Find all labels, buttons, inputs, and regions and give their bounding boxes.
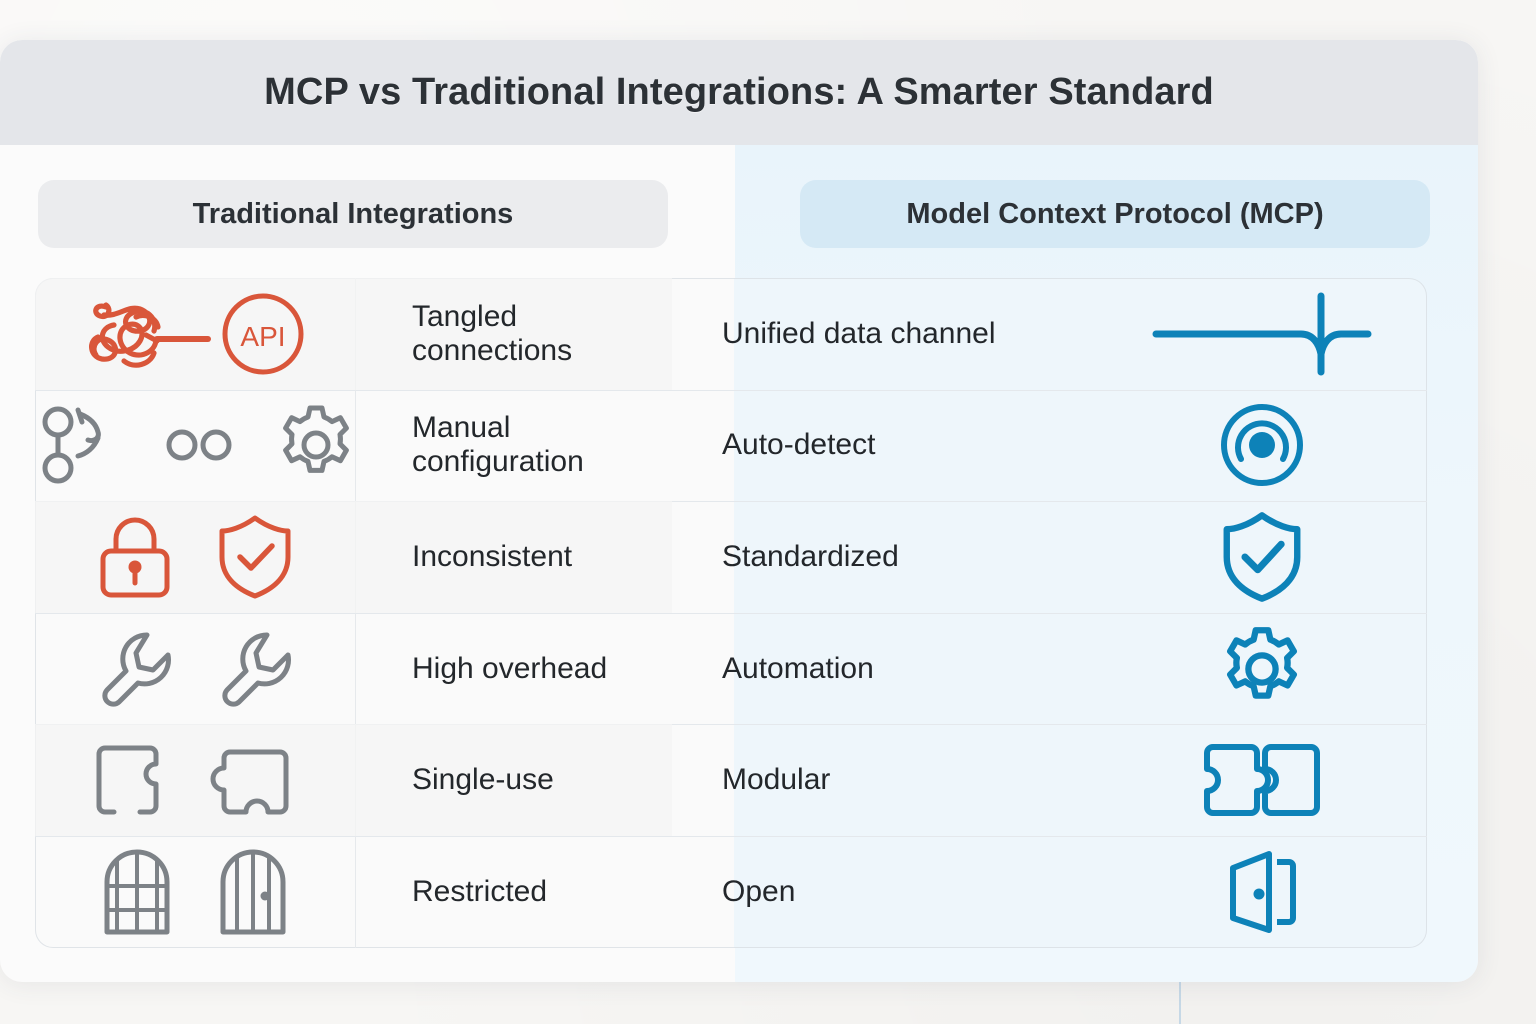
comparison-table: API Tangled connections Unified data cha… bbox=[35, 278, 1427, 948]
mcp-label: Modular bbox=[722, 763, 831, 797]
column-header-traditional-label: Traditional Integrations bbox=[192, 197, 514, 230]
mcp-label-cell: Open bbox=[672, 836, 1132, 948]
table-row: High overhead Automation bbox=[35, 613, 1427, 725]
mcp-label-cell: Automation bbox=[672, 613, 1132, 725]
mcp-label-cell: Auto-detect bbox=[672, 390, 1132, 502]
shield-check-icon bbox=[1223, 512, 1301, 602]
traditional-label-cell: Restricted bbox=[355, 836, 672, 948]
mcp-label: Unified data channel bbox=[722, 316, 996, 350]
wrench-bolt-icon bbox=[42, 406, 101, 484]
table-row: Restricted Open bbox=[35, 836, 1427, 948]
mcp-icon-cell bbox=[1132, 390, 1427, 502]
traditional-icon-cell bbox=[35, 390, 355, 502]
wrench-icon bbox=[102, 632, 171, 707]
traditional-label-cell: Manual configuration bbox=[355, 390, 672, 502]
mcp-icon-cell bbox=[1132, 501, 1427, 613]
gear-icon bbox=[283, 405, 349, 474]
traditional-icon-cell bbox=[35, 724, 355, 836]
mcp-icon-cell bbox=[1132, 613, 1427, 725]
shield-check-icon bbox=[219, 515, 291, 599]
closed-door-icon bbox=[220, 849, 286, 935]
puzzle-pieces-linked-icon bbox=[1204, 744, 1320, 817]
traditional-label: Single-use bbox=[412, 763, 554, 797]
traditional-icon-cell bbox=[35, 613, 355, 725]
traditional-icon-cell bbox=[35, 501, 355, 613]
mcp-label: Open bbox=[722, 874, 796, 908]
traditional-label: Tangled connections bbox=[412, 299, 573, 367]
mcp-label: Standardized bbox=[722, 539, 899, 573]
mcp-label: Auto-detect bbox=[722, 428, 876, 462]
two-dots-icon bbox=[166, 429, 232, 461]
mcp-label-cell: Modular bbox=[672, 724, 1132, 836]
api-circle-icon: API bbox=[222, 293, 304, 375]
wrench-icon bbox=[222, 632, 291, 707]
traditional-icon-cell bbox=[35, 836, 355, 948]
comparison-card: MCP vs Traditional Integrations: A Smart… bbox=[0, 40, 1478, 982]
table-row: Manual configuration Auto-detect bbox=[35, 390, 1427, 502]
barred-window-icon bbox=[104, 849, 170, 935]
column-header-mcp-label: Model Context Protocol (MCP) bbox=[906, 197, 1324, 230]
puzzle-piece-open-icon bbox=[96, 745, 159, 815]
mcp-label-cell: Standardized bbox=[672, 501, 1132, 613]
api-badge-label: API bbox=[240, 321, 285, 352]
table-row: Single-use Modular bbox=[35, 724, 1427, 836]
table-row: API Tangled connections Unified data cha… bbox=[35, 278, 1427, 390]
padlock-icon bbox=[100, 517, 170, 598]
traditional-label: Manual configuration bbox=[412, 411, 584, 479]
column-header-traditional: Traditional Integrations bbox=[38, 180, 668, 248]
mcp-label-cell: Unified data channel bbox=[672, 278, 1132, 390]
traditional-icon-cell: API bbox=[35, 278, 355, 390]
mcp-icon-cell bbox=[1132, 278, 1427, 390]
title-bar: MCP vs Traditional Integrations: A Smart… bbox=[0, 40, 1478, 145]
page-title: MCP vs Traditional Integrations: A Smart… bbox=[264, 71, 1214, 113]
traditional-label-cell: Inconsistent bbox=[355, 501, 672, 613]
mcp-icon-cell bbox=[1132, 724, 1427, 836]
traditional-label-cell: Single-use bbox=[355, 724, 672, 836]
mcp-label: Automation bbox=[722, 651, 874, 685]
traditional-label: Inconsistent bbox=[412, 539, 573, 573]
gear-icon bbox=[1227, 626, 1297, 699]
column-header-mcp: Model Context Protocol (MCP) bbox=[800, 180, 1430, 248]
unified-channel-icon bbox=[1152, 292, 1372, 376]
radar-detect-icon bbox=[1221, 404, 1303, 487]
open-door-icon bbox=[1230, 850, 1296, 933]
traditional-label: High overhead bbox=[412, 651, 608, 685]
puzzle-piece-icon bbox=[210, 749, 289, 815]
traditional-label-cell: Tangled connections bbox=[355, 278, 672, 390]
traditional-label: Restricted bbox=[412, 874, 548, 908]
tangled-wires-icon bbox=[89, 302, 211, 368]
mcp-icon-cell bbox=[1132, 836, 1427, 948]
table-row: Inconsistent Standardized bbox=[35, 501, 1427, 613]
traditional-label-cell: High overhead bbox=[355, 613, 672, 725]
